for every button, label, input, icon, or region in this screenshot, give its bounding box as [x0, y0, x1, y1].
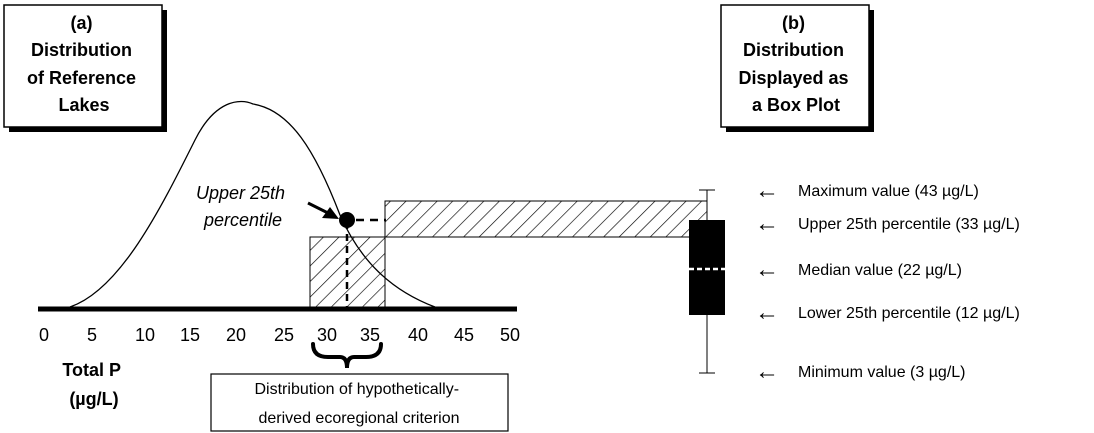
label-arrow: ← [755, 177, 779, 204]
minimum-value-label: Minimum value (3 µg/L) [798, 364, 966, 381]
x-tick-label: 10 [135, 325, 155, 345]
x-tick-label: 25 [274, 325, 294, 345]
maximum-value-label: Maximum value (43 µg/L) [798, 183, 979, 200]
label-arrow: ← [755, 210, 779, 237]
x-tick-label: 35 [360, 325, 380, 345]
x-tick-label: 15 [180, 325, 200, 345]
criterion-caption: Distribution of hypothetically- derived … [255, 381, 464, 427]
box-plot [689, 189, 725, 374]
panel-b-title: (b) Distribution Displayed as a Box Plot [738, 13, 853, 115]
x-tick-label: 40 [408, 325, 428, 345]
panel-a-title-box [3, 4, 163, 128]
x-tick-label: 45 [454, 325, 474, 345]
criterion-caption-box [210, 373, 509, 432]
label-arrow: ← [755, 358, 779, 385]
label-arrow: ← [755, 299, 779, 326]
panel-b: (b) Distribution Displayed as a Box Plot… [689, 4, 1020, 385]
label-arrow: ← [755, 256, 779, 283]
x-tick-label: 20 [226, 325, 246, 345]
annotation-arrow-head [322, 207, 339, 219]
x-tick-label: 30 [317, 325, 337, 345]
lower-25th-label: Lower 25th percentile (12 µg/L) [798, 305, 1020, 322]
x-tick-label: 0 [39, 325, 49, 345]
x-tick-label: 5 [87, 325, 97, 345]
box-plot-box [689, 220, 725, 315]
panel-a: (a) Distribution of Reference Lakes 0 5 … [3, 4, 520, 432]
panel-a-title: (a) Distribution of Reference Lakes [27, 13, 141, 115]
criterion-brace [311, 342, 383, 369]
box-plot-labels: ← Maximum value (43 µg/L) ← Upper 25th p… [755, 177, 1020, 385]
panel-b-title-box [720, 4, 870, 128]
upper-25th-label: Upper 25th percentile (33 µg/L) [798, 216, 1020, 233]
hatched-connector-band [384, 200, 708, 238]
median-value-label: Median value (22 µg/L) [798, 262, 962, 279]
upper-25th-annotation: Upper 25th percentile [196, 183, 290, 230]
upper-25th-point [339, 212, 355, 228]
x-axis-label: Total P (µg/L) [62, 360, 125, 409]
x-axis-ticks: 0 5 10 15 20 25 30 35 40 45 50 [39, 325, 520, 345]
x-tick-label: 50 [500, 325, 520, 345]
